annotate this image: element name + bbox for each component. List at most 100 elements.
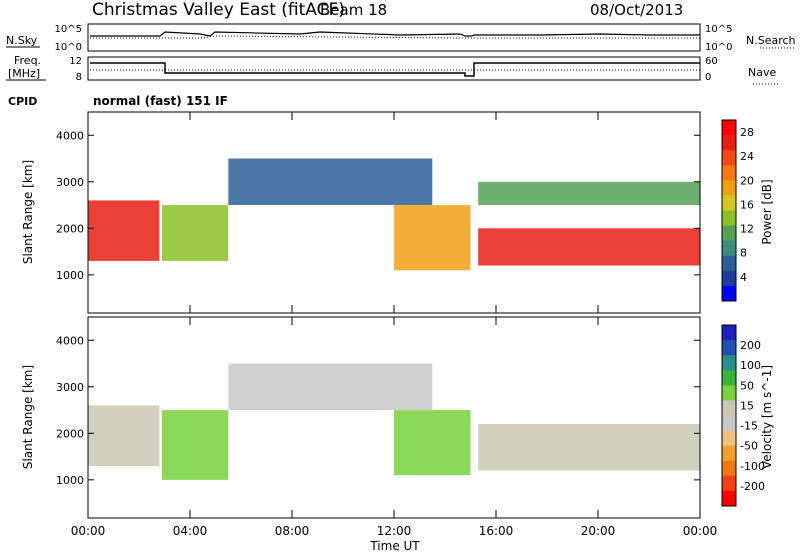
station-title: Christmas Valley East (fitACF) [92, 0, 345, 20]
power-band [88, 200, 160, 261]
velocity-y-tick-label: 2000 [56, 427, 84, 440]
velocity-y-ticks: 1000 2000 3000 4000 [56, 334, 700, 487]
power-colorbar-tick-label: 20 [740, 174, 754, 187]
power-colorbar-swatch [722, 255, 736, 272]
freq-label-line1: Freq. [14, 54, 41, 67]
noise-strip: N.Sky N.Search 10^5 10^0 10^5 10^0 [6, 23, 796, 53]
power-bands [88, 112, 700, 313]
x-tick-label: 08:00 [275, 524, 310, 538]
velocity-colorbar-swatch [722, 430, 736, 447]
velocity-colorbar-swatch [722, 355, 736, 371]
velocity-colorbar-swatch [722, 385, 736, 401]
power-colorbar-tick-label: 4 [740, 271, 747, 284]
velocity-panel: 1000 2000 3000 4000 Slant Range [km] 200 100… [21, 316, 774, 519]
velocity-colorbar-swatch [722, 445, 736, 462]
velocity-colorbar-tick-label: -15 [740, 420, 758, 433]
noise-strip-frame [87, 23, 701, 52]
x-tick-label: 04:00 [173, 524, 208, 538]
nsearch-trace [90, 35, 700, 39]
power-colorbar-swatch [722, 150, 736, 166]
power-y-tick-label: 2000 [56, 222, 84, 235]
time-x-ticks: 00:00 04:00 08:00 12:00 16:00 20:00 00:00 [71, 112, 717, 538]
beam-label: Beam 18 [320, 1, 387, 19]
x-tick-label: 12:00 [377, 524, 412, 538]
power-colorbar-tick-label: 24 [740, 150, 754, 163]
velocity-y-tick-label: 1000 [56, 474, 84, 487]
date-label: 08/Oct/2013 [590, 1, 683, 19]
frequency-trace [90, 62, 700, 77]
velocity-colorbar-tick-label: 15 [740, 399, 754, 412]
velocity-band [394, 410, 471, 476]
velocity-y-tick-label: 4000 [56, 334, 84, 347]
power-band [478, 228, 700, 266]
power-colorbar-swatch [722, 165, 736, 181]
power-ylabel: Slant Range [km] [21, 160, 35, 264]
noise-tick-right-bottom: 10^0 [705, 42, 732, 53]
x-tick-label: 20:00 [581, 524, 616, 538]
nave-label: Nave [748, 66, 776, 79]
velocity-colorbar-tick-label: -100 [740, 460, 765, 473]
power-colorbar-swatch [722, 225, 736, 242]
velocity-colorbar: 200 100 50 15 -15 -50 -100 -200 [721, 324, 765, 507]
power-y-tick-label: 1000 [56, 269, 84, 282]
freq-tick-right-top: 60 [705, 56, 718, 67]
power-band [394, 205, 471, 271]
power-colorbar-swatch [722, 285, 736, 302]
power-y-tick-label: 4000 [56, 129, 84, 142]
velocity-y-tick-label: 3000 [56, 381, 84, 394]
velocity-colorbar-tick-label: 50 [740, 379, 754, 392]
velocity-colorbar-tick-label: 100 [740, 359, 761, 372]
time-xlabel: Time UT [369, 539, 420, 553]
velocity-colorbar-frame [721, 324, 737, 507]
power-colorbar-tick-label: 8 [740, 247, 747, 260]
power-colorbar: 4 8 12 16 20 24 28 [721, 119, 754, 302]
cpid-label: CPID [8, 95, 37, 108]
power-colorbar-tick-label: 12 [740, 223, 754, 236]
velocity-colorbar-tick-label: -50 [740, 440, 758, 453]
power-colorbar-tick-label: 16 [740, 199, 754, 212]
noise-tick-right-top: 10^5 [705, 24, 732, 35]
velocity-band [228, 363, 433, 410]
noise-tick-left-bottom: 10^0 [55, 42, 82, 53]
velocity-colorbar-tick-label: 200 [740, 339, 761, 352]
velocity-colorbar-swatch [722, 475, 736, 492]
velocity-colorbar-swatch [722, 325, 736, 341]
power-data-gap [473, 112, 478, 313]
noise-tick-left-top: 10^5 [55, 24, 82, 35]
power-panel: 1000 2000 3000 4000 Slant Range [km] 4 8 12 16… [21, 111, 774, 314]
power-y-tick-label: 3000 [56, 176, 84, 189]
power-colorbar-swatch [722, 135, 736, 151]
velocity-colorbar-label: Velocity [m s^-1] [760, 365, 774, 469]
power-colorbar-swatch [722, 120, 736, 136]
power-band [228, 158, 433, 205]
freq-tick-left-bottom: 8 [76, 72, 82, 83]
power-colorbar-frame [721, 119, 737, 302]
velocity-colorbar-swatch [722, 490, 736, 507]
x-tick-label: 00:00 [71, 524, 106, 538]
power-band [161, 205, 229, 261]
x-tick-label: 16:00 [479, 524, 514, 538]
freq-tick-right-bottom: 0 [705, 72, 711, 83]
velocity-data-gap [473, 317, 478, 518]
velocity-colorbar-swatch [722, 340, 736, 356]
nsky-trace [90, 31, 700, 37]
velocity-bands [88, 317, 700, 518]
power-colorbar-swatch [722, 195, 736, 211]
cpid-value: normal (fast) 151 IF [93, 94, 228, 108]
velocity-colorbar-swatch [722, 400, 736, 416]
velocity-colorbar-tick-label: -200 [740, 480, 765, 493]
frequency-strip-frame [87, 56, 701, 81]
velocity-ylabel: Slant Range [km] [21, 365, 35, 469]
nsky-label: N.Sky [6, 34, 38, 47]
power-colorbar-swatch [722, 210, 736, 227]
freq-label-line2: [MHz] [8, 67, 40, 80]
power-colorbar-label: Power [dB] [760, 179, 774, 244]
velocity-band [88, 405, 160, 466]
power-y-ticks: 1000 2000 3000 4000 [56, 129, 700, 282]
power-band [478, 181, 700, 206]
power-colorbar-swatch [722, 240, 736, 257]
velocity-colorbar-swatch [722, 370, 736, 386]
power-colorbar-swatch [722, 270, 736, 287]
power-colorbar-swatch [722, 180, 736, 196]
